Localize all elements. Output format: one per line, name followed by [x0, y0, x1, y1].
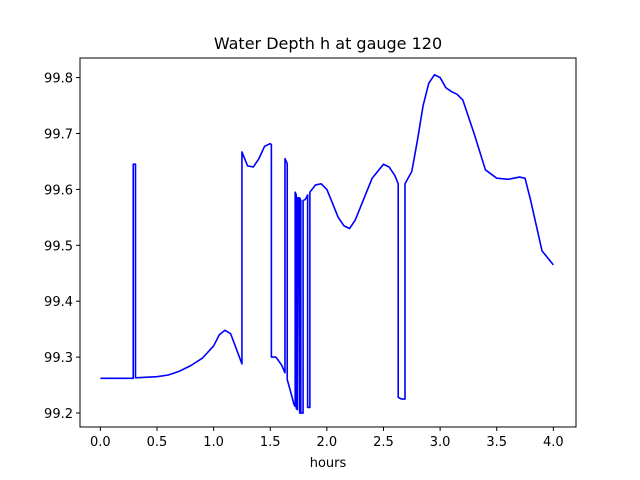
- y-tick-label: 99.2: [44, 407, 73, 422]
- chart-title: Water Depth h at gauge 120: [214, 34, 442, 53]
- y-tick-label: 99.6: [44, 183, 73, 198]
- x-tick-label: 0.0: [90, 435, 111, 450]
- x-tick-label: 4.0: [543, 435, 564, 450]
- x-tick-label: 3.0: [430, 435, 451, 450]
- y-axis: 99.2 99.3 99.4 99.5 99.6 99.7 99.8: [44, 72, 80, 422]
- y-tick-label: 99.4: [44, 295, 73, 310]
- y-tick-label: 99.8: [44, 72, 73, 87]
- series-layer: [100, 73, 554, 414]
- y-tick-label: 99.5: [44, 239, 73, 254]
- y-tick-label: 99.3: [44, 351, 73, 366]
- x-tick-label: 3.5: [486, 435, 507, 450]
- series-line-0: [100, 73, 554, 414]
- x-tick-label: 1.0: [203, 435, 224, 450]
- x-tick-label: 1.5: [260, 435, 281, 450]
- y-tick-label: 99.7: [44, 127, 73, 142]
- x-tick-label: 2.0: [317, 435, 338, 450]
- x-tick-label: 0.5: [147, 435, 168, 450]
- plot-area: [79, 57, 577, 428]
- x-tick-label: 2.5: [373, 435, 394, 450]
- x-axis: 0.0 0.5 1.0 1.5 2.0 2.5 3.0 3.5 4.0: [90, 427, 564, 450]
- x-axis-label: hours: [310, 456, 347, 471]
